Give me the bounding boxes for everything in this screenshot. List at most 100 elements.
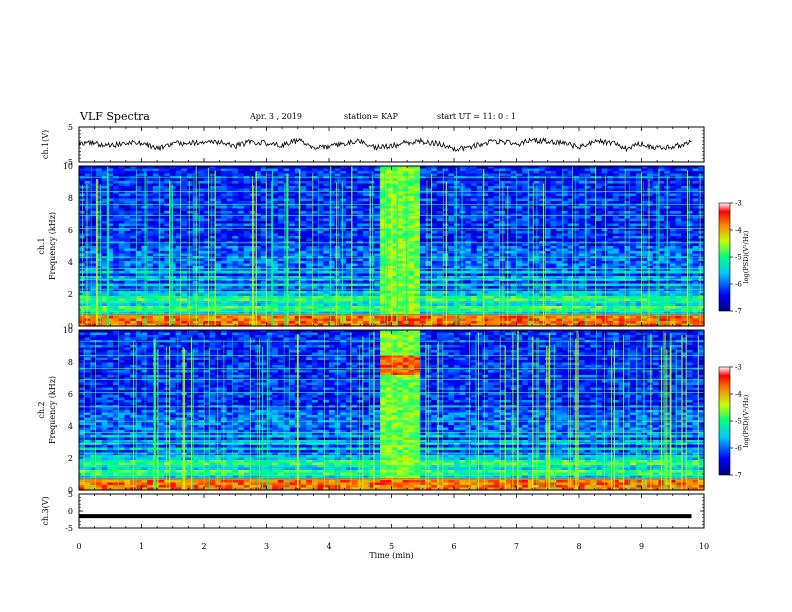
spectrogram-cell bbox=[579, 211, 586, 215]
spectrogram-cell bbox=[579, 188, 586, 192]
spectrogram-cell bbox=[226, 246, 234, 250]
spectrogram-cell bbox=[164, 191, 171, 195]
spectrogram-cell bbox=[618, 261, 626, 265]
spectrogram-cell bbox=[272, 211, 279, 215]
spectrogram-cell bbox=[596, 258, 603, 262]
spectrogram-cell bbox=[658, 261, 665, 265]
spectrogram-cell bbox=[476, 236, 484, 240]
spectrogram-cell bbox=[579, 201, 586, 205]
spectrogram-cell bbox=[221, 231, 228, 235]
spectrogram-cell bbox=[471, 168, 478, 172]
spectrogram-cell bbox=[454, 226, 461, 230]
spectrogram-cell bbox=[641, 228, 648, 232]
spectrogram-cell bbox=[579, 173, 586, 177]
spectrogram-cell bbox=[135, 238, 143, 242]
spectrogram-cell bbox=[624, 271, 631, 275]
spectrogram-cell bbox=[493, 251, 501, 255]
spectrogram-cell bbox=[152, 168, 160, 172]
spectrogram-cell bbox=[198, 173, 205, 177]
spectrogram-cell bbox=[408, 171, 415, 175]
spectrogram-cell bbox=[255, 221, 262, 225]
spectrogram-cell bbox=[198, 201, 205, 205]
spectrogram-cell bbox=[175, 243, 182, 247]
spectrogram-cell bbox=[346, 188, 353, 192]
spectrogram-cell bbox=[544, 186, 552, 190]
spectrogram-cell bbox=[209, 276, 216, 280]
spectrogram-cell bbox=[169, 231, 177, 235]
spectrogram-cell bbox=[476, 191, 484, 195]
spectrogram-cell bbox=[380, 173, 387, 177]
spectrogram-cell bbox=[510, 206, 518, 210]
spectrogram-cell bbox=[96, 211, 103, 215]
spectrogram-cell bbox=[465, 198, 472, 202]
spectrogram-cell bbox=[380, 191, 387, 195]
spectrogram-cell bbox=[323, 226, 330, 230]
spectrogram-cell bbox=[311, 263, 319, 267]
spectrogram-cell bbox=[323, 231, 330, 235]
spectrogram-cell bbox=[317, 168, 324, 172]
spectrogram-cell bbox=[414, 181, 421, 185]
spectrogram-cell bbox=[505, 181, 512, 185]
spectrogram-cell bbox=[527, 233, 535, 237]
spectrogram-cell bbox=[79, 271, 86, 275]
spectrogram-cell bbox=[561, 181, 569, 185]
spectrogram-cell bbox=[454, 173, 461, 177]
spectrogram-cell bbox=[204, 208, 211, 212]
spectrogram-cell bbox=[101, 216, 109, 220]
spectrogram-cell bbox=[346, 168, 353, 172]
spectrogram-cell bbox=[539, 168, 546, 172]
spectrogram-cell bbox=[277, 246, 285, 250]
spectrogram-cell bbox=[124, 226, 131, 230]
spectrogram-cell bbox=[368, 171, 376, 175]
spectrogram-cell bbox=[374, 231, 381, 235]
spectrogram-cell bbox=[368, 188, 376, 192]
spectrogram-cell bbox=[454, 233, 461, 237]
spectrogram-cell bbox=[186, 173, 194, 177]
spectrogram-cell bbox=[698, 201, 705, 205]
spectrogram-cell bbox=[311, 198, 319, 202]
spectrogram-cell bbox=[510, 213, 518, 217]
spectrogram-cell bbox=[289, 213, 296, 217]
spectrogram-cell bbox=[317, 231, 324, 235]
spectrogram-cell bbox=[431, 231, 438, 235]
spectrogram-cell bbox=[539, 193, 546, 197]
spectrogram-cell bbox=[590, 193, 597, 197]
spectrogram-cell bbox=[113, 196, 120, 200]
spectrogram-cell bbox=[329, 166, 336, 170]
spectrogram-cell bbox=[130, 246, 137, 250]
spectrogram-cell bbox=[607, 226, 614, 230]
spectrogram-cell bbox=[84, 258, 91, 262]
spectrogram-cell bbox=[255, 213, 262, 217]
spectrogram-cell bbox=[374, 178, 381, 182]
spectrogram-cell bbox=[204, 166, 211, 170]
spectrogram-cell bbox=[482, 208, 489, 212]
spectrogram-cell bbox=[556, 206, 563, 210]
spectrogram-cell bbox=[459, 226, 466, 230]
spectrogram-cell bbox=[329, 211, 336, 215]
spectrogram-cell bbox=[130, 183, 137, 187]
spectrogram-cell bbox=[431, 263, 438, 267]
spectrogram-cell bbox=[311, 211, 319, 215]
spectrogram-cell bbox=[79, 218, 86, 222]
spectrogram-cell bbox=[584, 211, 591, 215]
spectrogram-cell bbox=[152, 203, 160, 207]
spectrogram-cell bbox=[607, 186, 614, 190]
spectrogram-cell bbox=[79, 231, 86, 235]
spectrogram-cell bbox=[527, 188, 535, 192]
spectrogram-cell bbox=[294, 168, 302, 172]
spectrogram-cell bbox=[607, 216, 614, 220]
spectrogram-cell bbox=[482, 271, 489, 275]
spectrogram-cell bbox=[329, 233, 336, 237]
spectrogram-cell bbox=[368, 191, 376, 195]
spectrogram-cell bbox=[306, 211, 313, 215]
spectrogram-cell bbox=[698, 211, 705, 215]
spectrogram-cell bbox=[454, 273, 461, 277]
spectrogram-cell bbox=[459, 218, 466, 222]
spectrogram-cell bbox=[340, 198, 347, 202]
spectrogram-cell bbox=[334, 201, 341, 205]
spectrogram-cell bbox=[175, 228, 182, 232]
spectrogram-cell bbox=[96, 273, 103, 277]
spectrogram-cell bbox=[255, 233, 262, 237]
spectrogram-cell bbox=[419, 168, 427, 172]
spectrogram-cell bbox=[658, 248, 665, 252]
